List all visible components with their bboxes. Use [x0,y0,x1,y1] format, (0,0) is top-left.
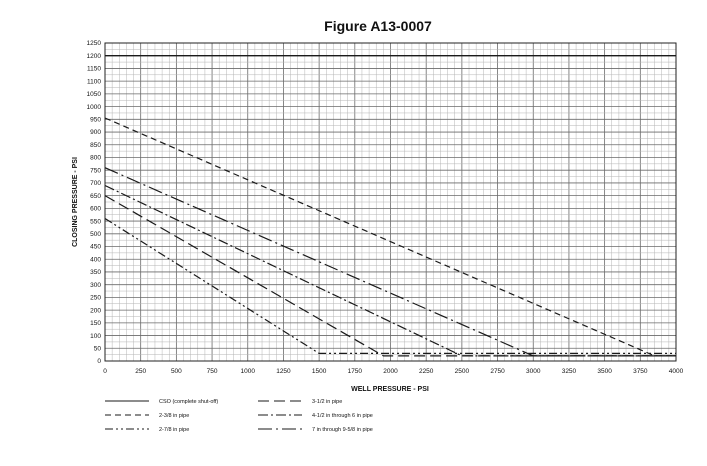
legend: CSO (complete shut-off) 2-3/8 in pipe 2-7/… [105,399,373,433]
legend-label: 3-1/2 in pipe [312,399,342,405]
y-tick-label: 50 [94,345,102,352]
x-tick-label: 3000 [526,368,541,375]
x-tick-label: 750 [207,368,218,375]
y-tick-label: 750 [90,167,101,174]
y-tick-label: 250 [90,295,101,302]
plot-frame [104,42,677,362]
y-tick-label: 650 [90,193,101,200]
x-tick-label: 3750 [633,368,648,375]
legend-label: CSO (complete shut-off) [159,399,218,405]
x-tick-label: 2750 [490,368,505,375]
y-tick-label: 1200 [87,53,102,60]
x-tick-label: 500 [171,368,182,375]
x-tick-label: 4000 [669,368,684,375]
x-tick-label: 250 [135,368,146,375]
y-tick-label: 1250 [87,40,102,47]
y-tick-label: 500 [90,231,101,238]
y-tick-label: 0 [97,358,101,365]
y-tick-label: 900 [90,129,101,136]
x-tick-label: 1250 [276,368,291,375]
y-axis-label: CLOSING PRESSURE - PSI [72,157,79,247]
legend-label: 2-7/8 in pipe [159,427,189,433]
series-line-5 [104,184,676,357]
y-tick-label: 600 [90,206,101,213]
x-tick-label: 2250 [419,368,434,375]
y-tick-label: 1050 [87,91,102,98]
y-tick-label: 1100 [87,78,101,85]
y-tick-label: 950 [90,117,101,124]
y-tick-label: 1000 [87,104,102,111]
y-tick-label: 1150 [87,66,101,73]
x-tick-label: 1500 [312,368,327,375]
y-tick-label: 400 [90,256,101,263]
grid [105,43,676,361]
series-lines [104,55,676,357]
x-tick-label: 0 [103,368,107,375]
series-line-3 [104,217,676,354]
chart-title: Figure A13-0007 [324,18,432,34]
x-tick-label: 1750 [348,368,363,375]
series-line-6 [104,167,676,357]
x-tick-label: 2000 [383,368,398,375]
y-tick-label: 200 [90,307,101,314]
y-tick-label: 350 [90,269,101,276]
y-tick-label: 100 [90,333,101,340]
legend-label: 4-1/2 in through 6 in pipe [312,413,373,419]
y-tick-label: 850 [90,142,101,149]
tick-labels: 0 250 500 750 1000 1250 1500 1750 2000 2250 2500 27… [87,40,684,375]
y-tick-label: 700 [90,180,101,187]
legend-label: 2-3/8 in pipe [159,413,189,419]
y-tick-label: 150 [90,320,101,327]
y-tick-label: 300 [90,282,101,289]
legend-label: 7 in through 9-5/8 in pipe [312,427,373,433]
y-tick-label: 450 [90,244,101,251]
x-tick-label: 2500 [455,368,470,375]
x-tick-label: 1000 [241,368,256,375]
y-tick-label: 550 [90,218,101,225]
x-axis-label: WELL PRESSURE - PSI [351,386,429,393]
y-tick-label: 800 [90,155,101,162]
x-tick-label: 3250 [562,368,577,375]
x-tick-label: 3500 [597,368,612,375]
